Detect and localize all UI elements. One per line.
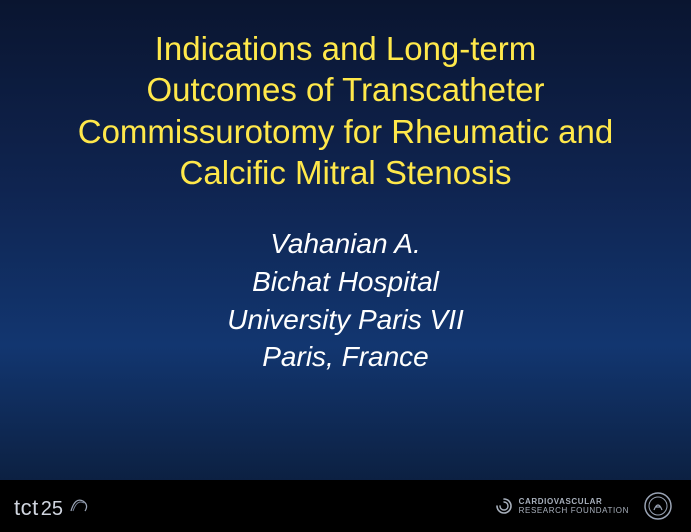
tct-logo: tct 25: [14, 491, 91, 521]
slide-content: Indications and Long-term Outcomes of Tr…: [0, 0, 691, 480]
tct-logo-text: tct: [14, 495, 39, 521]
crf-swirl-icon: [495, 497, 513, 515]
author-location: Paris, France: [227, 338, 464, 376]
tct-logo-number: 25: [41, 498, 63, 521]
crf-seal-icon: [643, 491, 673, 521]
title-line-2: Outcomes of Transcatheter: [78, 69, 614, 110]
slide-footer: tct 25 CARDIOVASCULAR RESEARCH FOUNDATIO…: [0, 480, 691, 532]
title-line-1: Indications and Long-term: [78, 28, 614, 69]
presentation-slide: Indications and Long-term Outcomes of Tr…: [0, 0, 691, 532]
crf-text: CARDIOVASCULAR RESEARCH FOUNDATION: [519, 497, 629, 515]
title-line-4: Calcific Mitral Stenosis: [78, 152, 614, 193]
crf-text-line2: RESEARCH FOUNDATION: [519, 506, 629, 515]
author-name: Vahanian A.: [227, 225, 464, 263]
footer-left: tct 25: [14, 491, 91, 521]
author-university: University Paris VII: [227, 301, 464, 339]
crf-logo-block: CARDIOVASCULAR RESEARCH FOUNDATION: [495, 497, 629, 515]
crf-text-line1: CARDIOVASCULAR: [519, 497, 629, 506]
author-block: Vahanian A. Bichat Hospital University P…: [227, 225, 464, 376]
footer-right: CARDIOVASCULAR RESEARCH FOUNDATION: [495, 491, 673, 521]
tct-swirl-icon: [67, 491, 91, 515]
title-line-3: Commissurotomy for Rheumatic and: [78, 111, 614, 152]
author-hospital: Bichat Hospital: [227, 263, 464, 301]
slide-title: Indications and Long-term Outcomes of Tr…: [70, 28, 622, 193]
